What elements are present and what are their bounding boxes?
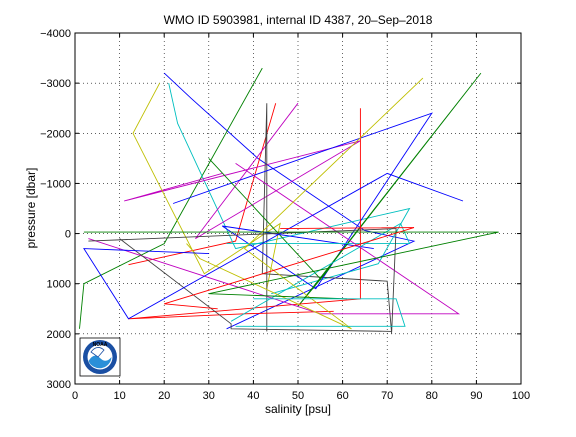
x-tick-label: 80: [426, 390, 438, 402]
x-tick-label: 20: [158, 390, 170, 402]
x-tick-label: 50: [292, 390, 304, 402]
y-tick-label: 2000: [47, 329, 71, 341]
x-tick-label: 40: [247, 390, 259, 402]
series-layer: [79, 67, 499, 334]
profile-line: [186, 77, 424, 330]
svg-text:NOAA: NOAA: [93, 342, 108, 348]
x-tick-label: 0: [72, 390, 78, 402]
profile-line: [226, 222, 411, 322]
profile-line: [261, 103, 393, 334]
x-axis-label: salinity [psu]: [265, 402, 331, 416]
y-tick-label: −2000: [40, 128, 71, 140]
y-axis: −4000 −3000 −2000 −1000 0 1000 2000 3000: [40, 28, 521, 391]
profile-line: [172, 112, 433, 290]
y-axis-label: pressure [dbar]: [24, 168, 38, 249]
y-tick-label: −1000: [40, 178, 71, 190]
x-tick-label: 10: [113, 390, 125, 402]
noaa-logo: NOAA: [79, 337, 121, 377]
profile-line: [128, 103, 277, 266]
x-tick-label: 100: [512, 390, 530, 402]
chart-title: WMO ID 5903981, internal ID 4387, 20–Sep…: [164, 13, 433, 27]
x-tick-label: 30: [203, 390, 215, 402]
y-tick-label: −3000: [40, 78, 71, 90]
profile-line: [79, 67, 263, 329]
x-axis: 0 10 20 30 40 50 60 70 80 90 100: [72, 33, 530, 402]
x-tick-label: 70: [381, 390, 393, 402]
profile-line: [208, 72, 482, 307]
profile-line: [83, 231, 499, 300]
y-tick-label: 3000: [47, 379, 71, 391]
profile-line: [164, 227, 415, 310]
grid: [75, 33, 521, 384]
x-tick-label: 90: [470, 390, 482, 402]
y-tick-label: 1000: [47, 279, 71, 291]
profile-line: [83, 172, 464, 320]
y-tick-label: −4000: [40, 28, 71, 40]
profile-line: [88, 228, 397, 332]
profile-line: [163, 72, 416, 330]
profile-line: [235, 298, 406, 327]
profile-line: [128, 108, 361, 320]
profile-line: [132, 82, 281, 289]
x-tick-label: 60: [336, 390, 348, 402]
y-tick-label: 0: [65, 229, 71, 241]
